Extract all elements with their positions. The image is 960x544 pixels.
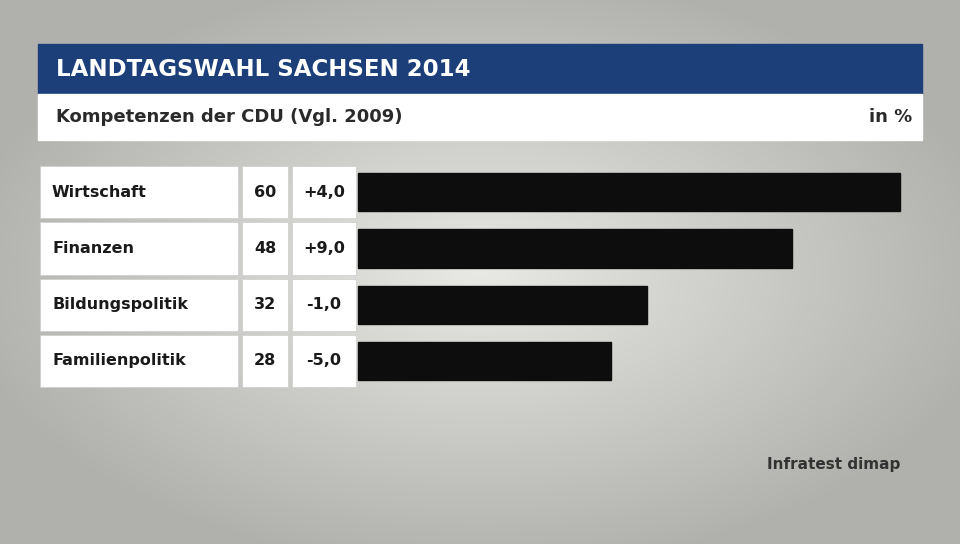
Text: -1,0: -1,0: [306, 297, 342, 312]
Text: in %: in %: [869, 108, 912, 126]
Text: Infratest dimap: Infratest dimap: [767, 456, 900, 472]
Bar: [38, 44, 922, 94]
FancyBboxPatch shape: [292, 166, 356, 218]
FancyBboxPatch shape: [292, 222, 356, 275]
Text: -5,0: -5,0: [306, 354, 342, 368]
FancyBboxPatch shape: [242, 335, 288, 387]
Text: Finanzen: Finanzen: [52, 241, 134, 256]
FancyBboxPatch shape: [242, 166, 288, 218]
Bar: [358, 229, 792, 268]
FancyBboxPatch shape: [40, 166, 238, 218]
Text: 28: 28: [253, 354, 276, 368]
FancyBboxPatch shape: [40, 279, 238, 331]
Bar: [358, 173, 900, 211]
Bar: [358, 342, 611, 380]
Text: Bildungspolitik: Bildungspolitik: [52, 297, 188, 312]
Bar: [38, 94, 922, 140]
Text: Wirtschaft: Wirtschaft: [52, 184, 147, 200]
Text: 32: 32: [253, 297, 276, 312]
FancyBboxPatch shape: [242, 222, 288, 275]
FancyBboxPatch shape: [292, 335, 356, 387]
Text: 48: 48: [253, 241, 276, 256]
Text: Familienpolitik: Familienpolitik: [52, 354, 185, 368]
Text: +4,0: +4,0: [303, 184, 345, 200]
Bar: [358, 286, 647, 324]
Text: Kompetenzen der CDU (Vgl. 2009): Kompetenzen der CDU (Vgl. 2009): [56, 108, 402, 126]
Text: LANDTAGSWAHL SACHSEN 2014: LANDTAGSWAHL SACHSEN 2014: [56, 58, 470, 81]
Text: 60: 60: [253, 184, 276, 200]
FancyBboxPatch shape: [40, 222, 238, 275]
Text: +9,0: +9,0: [303, 241, 345, 256]
FancyBboxPatch shape: [242, 279, 288, 331]
FancyBboxPatch shape: [40, 335, 238, 387]
FancyBboxPatch shape: [292, 279, 356, 331]
